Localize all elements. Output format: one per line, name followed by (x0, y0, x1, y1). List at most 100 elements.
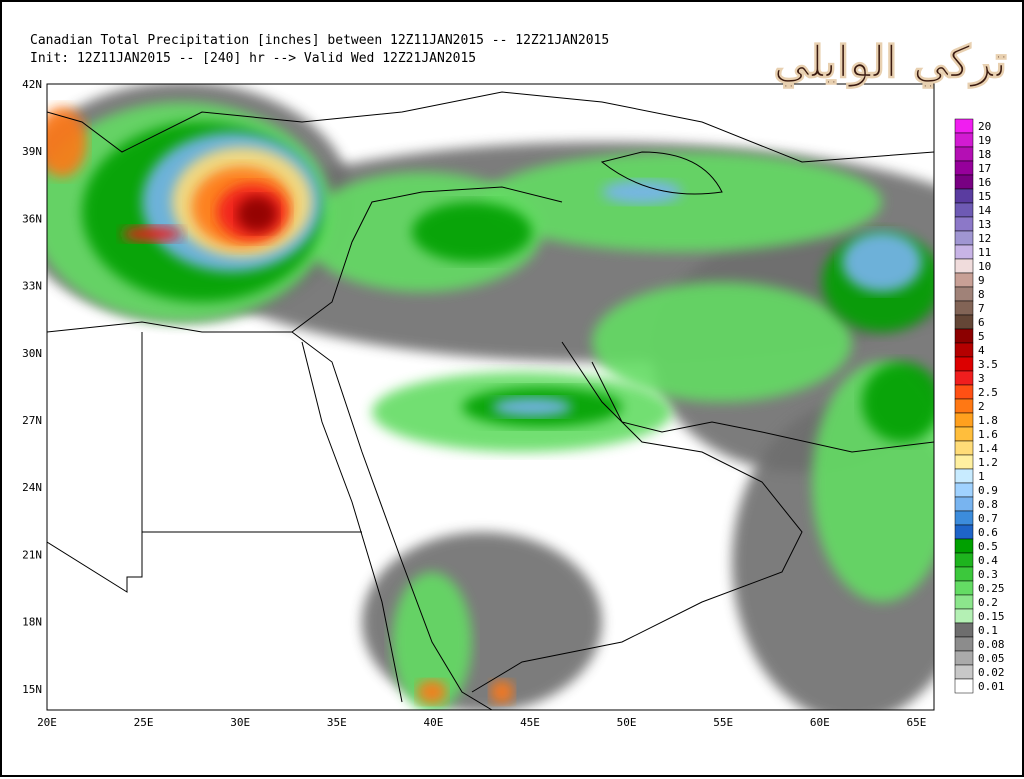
precip-area (47, 107, 87, 177)
legend-label: 4 (978, 344, 985, 357)
lat-label: 27N (22, 414, 42, 427)
legend-swatch (954, 412, 974, 428)
legend-swatch (954, 328, 974, 344)
legend-swatch (954, 342, 974, 358)
legend-swatch (954, 202, 974, 218)
legend-label: 1.8 (978, 414, 998, 427)
legend-swatch (954, 510, 974, 526)
precip-area (482, 152, 882, 252)
precip-area (412, 202, 532, 262)
legend-label: 3 (978, 372, 985, 385)
precip-area (862, 362, 934, 442)
legend-label: 0.5 (978, 540, 998, 553)
legend-label: 8 (978, 288, 985, 301)
legend-label: 14 (978, 204, 992, 217)
legend-swatch (954, 286, 974, 302)
legend-label: 0.8 (978, 498, 998, 511)
precip-field (47, 84, 934, 710)
legend-label: 0.9 (978, 484, 998, 497)
legend-label: 5 (978, 330, 985, 343)
legend-swatch (954, 678, 974, 694)
lon-label: 55E (713, 716, 733, 729)
lat-label: 39N (22, 145, 42, 158)
legend-label: 0.2 (978, 596, 998, 609)
lon-label: 20E (37, 716, 57, 729)
title-line-2: Init: 12Z11JAN2015 -- [240] hr --> Valid… (30, 51, 476, 66)
axes: 42N 39N 36N 33N 30N 27N 24N 21N 18N 15N 20E 25E 30E 3… (22, 78, 926, 729)
lat-label: 15N (22, 683, 42, 696)
coastline (47, 186, 563, 333)
legend-label: 2.5 (978, 386, 998, 399)
legend-label: 16 (978, 176, 991, 189)
legend-label: 6 (978, 316, 985, 329)
legend-swatch (954, 356, 974, 372)
legend-swatch (954, 146, 974, 162)
title-line-1: Canadian Total Precipitation [inches] be… (30, 33, 609, 48)
legend-swatch (954, 132, 974, 148)
lon-label: 60E (810, 716, 830, 729)
legend-swatch (954, 426, 974, 442)
legend-label: 13 (978, 218, 991, 231)
legend-label: 11 (978, 246, 991, 259)
legend-label: 17 (978, 162, 991, 175)
coastline (600, 151, 723, 195)
legend-swatch (954, 398, 974, 414)
legend-label: 0.1 (978, 624, 998, 637)
legend-swatch (954, 230, 974, 246)
lon-label: 50E (617, 716, 637, 729)
lat-label: 33N (22, 280, 42, 293)
legend-swatch (954, 622, 974, 638)
legend-label: 0.4 (978, 554, 998, 567)
lon-label: 30E (230, 716, 250, 729)
legend-swatch (954, 188, 974, 204)
lon-label: 35E (327, 716, 347, 729)
legend-swatch (954, 482, 974, 498)
legend-swatch (954, 566, 974, 582)
legend-swatch (954, 454, 974, 470)
lon-label: 25E (134, 716, 154, 729)
legend-swatch (954, 552, 974, 568)
legend-label: 18 (978, 148, 991, 161)
legend-label: 0.7 (978, 512, 998, 525)
watermark: تركي الوايلي (773, 37, 1007, 89)
legend-label: 0.02 (978, 666, 1005, 679)
coastline (591, 361, 934, 453)
legend-swatch (954, 664, 974, 680)
legend-label: 1 (978, 470, 985, 483)
legend-swatch (954, 608, 974, 624)
precip-area (842, 232, 922, 292)
legend-swatch (954, 244, 974, 260)
legend-label: 1.4 (978, 442, 998, 455)
legend-label: 0.08 (978, 638, 1005, 651)
legend-swatch (954, 496, 974, 512)
lon-label: 40E (423, 716, 443, 729)
legend-label: 3.5 (978, 358, 998, 371)
legend-swatch (954, 258, 974, 274)
legend: 20191817161514131211109876543.532.521.81… (954, 118, 1005, 694)
legend-label: 1.2 (978, 456, 998, 469)
legend-swatch (954, 174, 974, 190)
legend-swatch (954, 314, 974, 330)
legend-label: 0.25 (978, 582, 1005, 595)
legend-swatch (954, 468, 974, 484)
legend-swatch (954, 300, 974, 316)
legend-label: 0.6 (978, 526, 998, 539)
border (47, 531, 362, 593)
coastlines (47, 91, 934, 710)
legend-swatch (954, 272, 974, 288)
precip-area (592, 282, 852, 402)
precip-area (417, 680, 447, 704)
precip-area (122, 226, 182, 242)
legend-label: 7 (978, 302, 985, 315)
legend-label: 0.01 (978, 680, 1005, 693)
precip-area (237, 196, 277, 232)
coastline (471, 341, 803, 693)
legend-swatch (954, 594, 974, 610)
precip-area (602, 180, 682, 204)
legend-label: 0.05 (978, 652, 1005, 665)
map-frame (46, 83, 935, 711)
lat-label: 21N (22, 548, 42, 561)
legend-swatch (954, 160, 974, 176)
